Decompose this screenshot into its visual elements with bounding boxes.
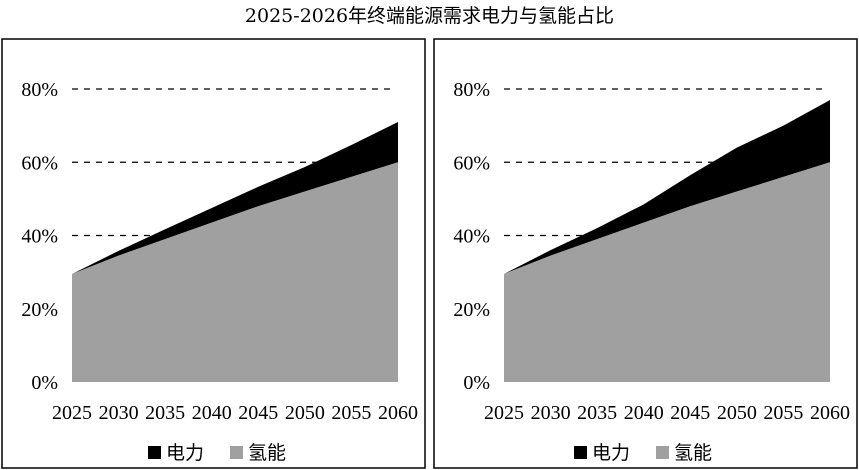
x-tick-label: 2055 — [331, 402, 371, 424]
x-tick-label: 2040 — [624, 402, 664, 424]
y-tick-label: 40% — [21, 226, 58, 248]
y-tick-label: 60% — [21, 152, 58, 174]
y-tick-label: 20% — [21, 299, 58, 321]
y-tick-label: 80% — [21, 79, 58, 101]
x-tick-label: 2025 — [484, 402, 524, 424]
area-series-hydrogen — [72, 162, 398, 382]
chart-title: 2025-2026年终端能源需求电力与氢能占比 — [244, 5, 615, 27]
x-tick-label: 2050 — [285, 402, 325, 424]
legend-label-electricity: 电力 — [166, 442, 204, 464]
plot-frame — [433, 38, 858, 469]
plot-frame — [1, 38, 426, 469]
chart-left: 0% 20% 40% 60% 80% 2025 2030 2035 2040 2045 2050 20… — [1, 38, 426, 469]
area-series-electricity — [504, 99, 830, 274]
x-tick-label: 2040 — [192, 402, 232, 424]
y-tick-label: 80% — [453, 79, 490, 101]
x-tick-label: 2025 — [52, 402, 92, 424]
legend-swatch-hydrogen — [656, 446, 669, 459]
x-tick-label: 2050 — [717, 402, 757, 424]
chart-right: 0% 20% 40% 60% 80% 2025 2030 2035 2040 2045 2050 20… — [433, 38, 858, 469]
y-tick-label: 0% — [463, 372, 490, 394]
x-tick-label: 2035 — [577, 402, 617, 424]
x-tick-label: 2030 — [531, 402, 571, 424]
y-tick-label: 0% — [31, 372, 58, 394]
x-tick-label: 2060 — [378, 402, 418, 424]
legend-label-hydrogen: 氢能 — [248, 442, 286, 464]
x-tick-label: 2055 — [763, 402, 803, 424]
area-series-hydrogen — [504, 162, 830, 382]
x-tick-label: 2035 — [145, 402, 185, 424]
legend-swatch-electricity — [148, 446, 161, 459]
legend-swatch-electricity — [574, 446, 587, 459]
legend-label-hydrogen: 氢能 — [674, 442, 712, 464]
y-tick-label: 20% — [453, 299, 490, 321]
x-tick-label: 2045 — [670, 402, 710, 424]
x-tick-label: 2060 — [810, 402, 850, 424]
legend-swatch-hydrogen — [230, 446, 243, 459]
x-tick-label: 2030 — [99, 402, 139, 424]
legend-label-electricity: 电力 — [592, 442, 630, 464]
area-series-electricity — [72, 121, 398, 274]
x-tick-label: 2045 — [238, 402, 278, 424]
y-tick-label: 60% — [453, 152, 490, 174]
y-tick-label: 40% — [453, 226, 490, 248]
